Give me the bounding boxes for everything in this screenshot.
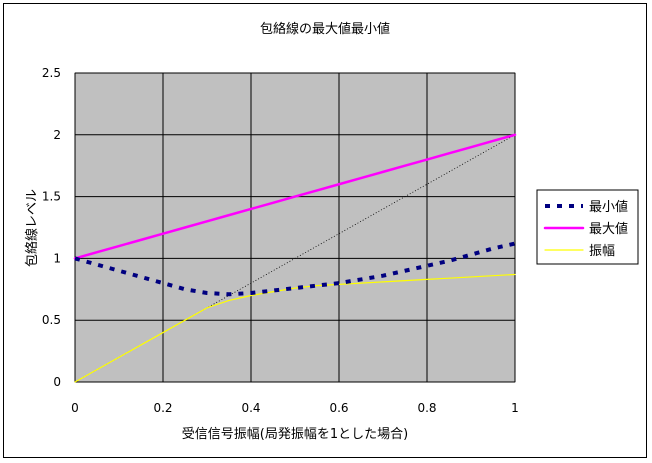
- series-line-最小値: [74, 241, 516, 297]
- y-tick-label: 2: [53, 128, 61, 142]
- y-axis-label: 包絡線レベル: [24, 189, 40, 267]
- series-line-最大値: [73, 133, 517, 260]
- legend-label: 最大値: [589, 221, 628, 237]
- chart-title: 包絡線の最大値最小値: [260, 21, 390, 37]
- x-tick-label: 1: [511, 401, 519, 415]
- series-line-振幅: [74, 273, 516, 383]
- y-tick-label: 0: [53, 375, 61, 389]
- x-tick-label: 0.2: [153, 401, 172, 415]
- plot-area: [74, 72, 516, 383]
- x-tick-labels: 0 0.2 0.4 0.6 0.8 1: [71, 401, 519, 415]
- y-tick-label: 2.5: [42, 66, 61, 80]
- x-tick-label: 0.4: [241, 401, 260, 415]
- y-tick-label: 0.5: [42, 313, 61, 327]
- y-tick-label: 1: [53, 251, 61, 265]
- y-tick-label: 1.5: [42, 190, 61, 204]
- x-tick-label: 0: [71, 401, 79, 415]
- x-tick-label: 0.8: [417, 401, 436, 415]
- x-tick-label: 0.6: [329, 401, 348, 415]
- x-axis-label: 受信信号振幅(局発振幅を1とした場合): [182, 427, 408, 442]
- legend-label: 最小値: [589, 199, 628, 215]
- legend-label: 振幅: [589, 244, 615, 259]
- y-tick-labels: 0 0.5 1 1.5 2 2.5: [42, 66, 61, 389]
- series-layer: [73, 133, 517, 383]
